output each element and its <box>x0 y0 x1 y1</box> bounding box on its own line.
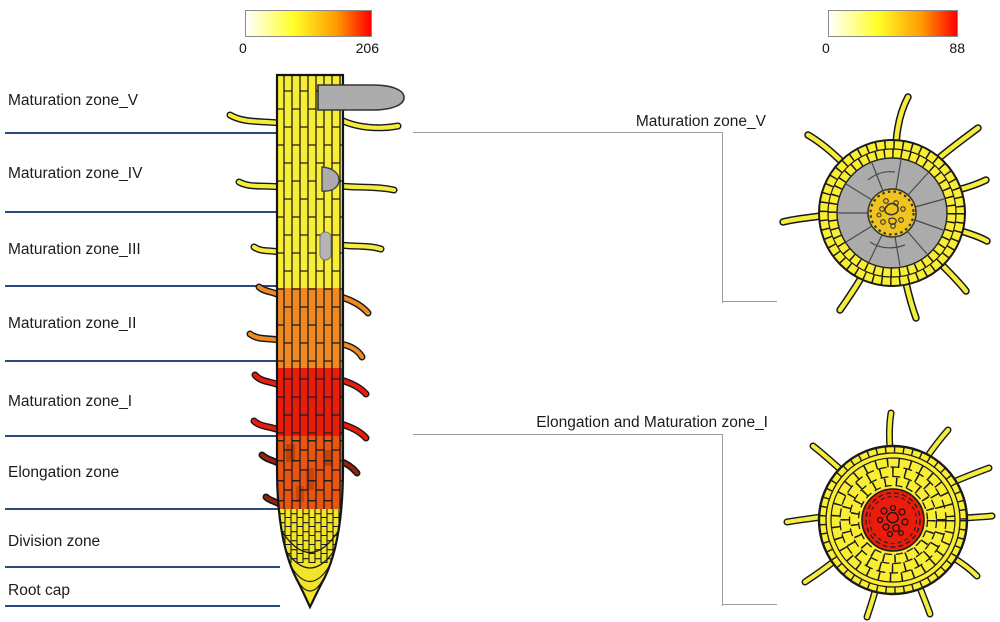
zone-divider-line <box>5 566 280 568</box>
colorbar-max-value: 206 <box>355 40 379 56</box>
lateral-root-primordium-gray <box>321 166 340 192</box>
zone-label-maturation-i: Maturation zone_I <box>8 393 133 410</box>
zone-divider-line <box>5 132 280 134</box>
colorbar-min-value: 0 <box>239 40 247 56</box>
root-body <box>277 75 343 607</box>
cortex-cell-rings <box>831 458 955 582</box>
stele-red <box>861 488 925 552</box>
colorbar-min-value: 0 <box>822 40 830 56</box>
zone-divider-line <box>5 360 280 362</box>
zone-label-maturation-v: Maturation zone_V <box>8 92 139 109</box>
cross-section-maturation-v <box>779 93 991 322</box>
expression-colorbar-longitudinal-ticks: 0 206 <box>239 40 379 56</box>
bracket-elongation-maturation-i-stub <box>722 604 777 605</box>
cross-section-root-hairs <box>783 409 996 621</box>
stele-gold <box>867 188 917 238</box>
cross-section-elongation-maturation-i <box>783 409 996 621</box>
root-hairs <box>226 111 402 509</box>
zone-label-root-cap: Root cap <box>8 582 71 599</box>
zone-label-elongation: Elongation zone <box>8 464 120 481</box>
zone-divider-line <box>5 435 280 437</box>
bracket-maturation-v <box>413 132 723 303</box>
bracket-elongation-maturation-i <box>413 434 723 606</box>
stele-vascular-spots <box>876 504 909 538</box>
zone-divider-line <box>5 285 280 287</box>
cortex-wedge-walls <box>838 159 945 267</box>
cross-section-title-maturation-v: Maturation zone_V <box>635 113 766 130</box>
root-cap-cell-arcs <box>280 529 340 592</box>
expression-colorbar-longitudinal <box>245 10 372 37</box>
cross-section-root-hairs <box>779 93 991 322</box>
expression-colorbar-cross-sections <box>828 10 958 37</box>
zone-label-maturation-iii: Maturation zone_III <box>8 241 141 258</box>
bracket-maturation-v-stub <box>722 301 777 302</box>
zone-label-maturation-ii: Maturation zone_II <box>8 315 137 332</box>
colorbar-max-value: 88 <box>949 40 965 56</box>
zone-divider-line <box>5 211 280 213</box>
zone-divider-line <box>5 605 280 607</box>
zone-label-maturation-iv: Maturation zone_IV <box>8 165 143 182</box>
expression-colorbar-cross-sections-ticks: 0 88 <box>822 40 965 56</box>
cortex-gray-disc <box>836 157 948 269</box>
zone-divider-line <box>5 508 280 510</box>
stele-vascular-spots <box>876 198 906 229</box>
zone-label-division: Division zone <box>8 533 101 550</box>
cross-section-title-elongation-maturation-i: Elongation and Maturation zone_I <box>536 414 768 431</box>
lateral-root-primordium-small-gray <box>319 231 332 261</box>
root-outline <box>275 73 345 610</box>
lateral-root-gray <box>317 84 405 111</box>
